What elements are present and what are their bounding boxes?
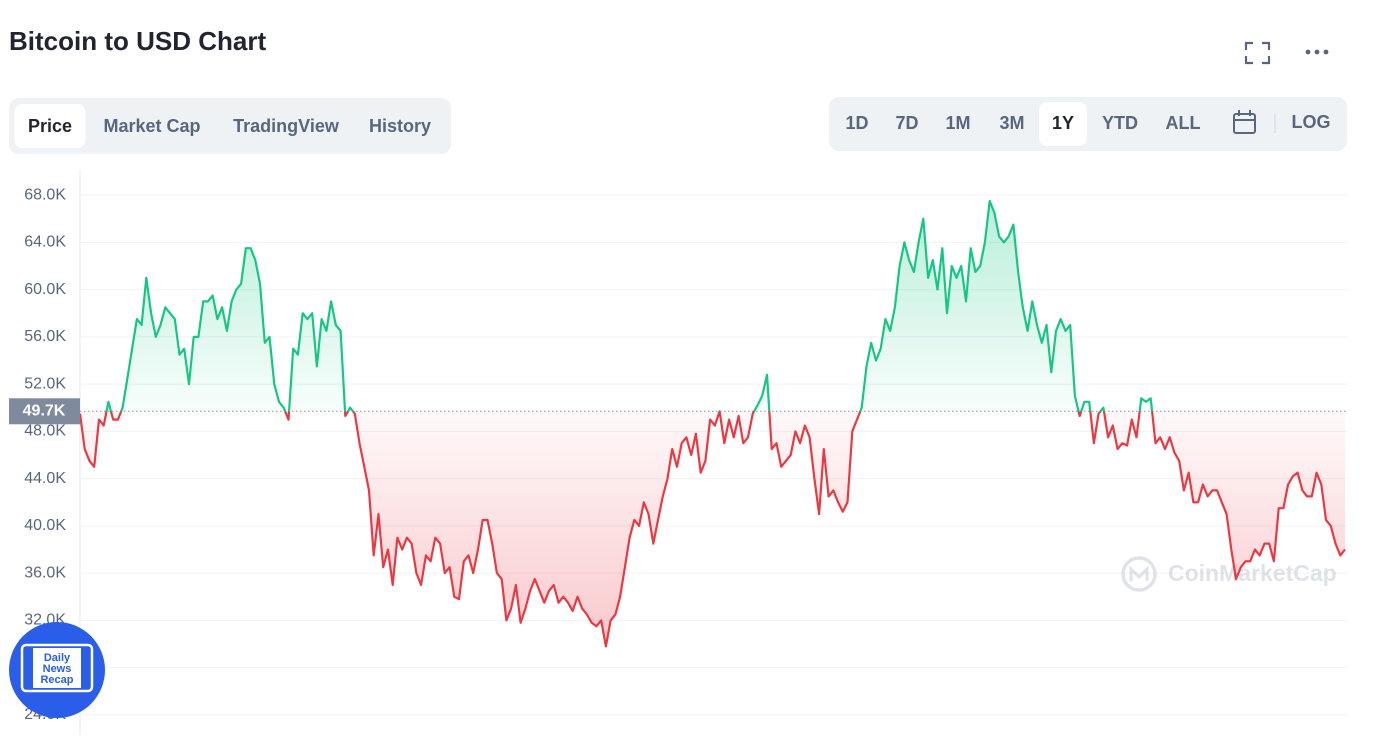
range-button[interactable]: 3M xyxy=(999,113,1024,133)
fullscreen-icon[interactable] xyxy=(1244,41,1271,65)
y-tick-label: 48.0K xyxy=(24,423,66,440)
tab-group xyxy=(9,98,451,154)
tab[interactable]: TradingView xyxy=(233,116,340,136)
y-tick-label: 52.0K xyxy=(24,375,66,392)
y-tick-label: 56.0K xyxy=(24,328,66,345)
y-tick-label: 64.0K xyxy=(24,234,66,251)
y-tick-label: 40.0K xyxy=(24,517,66,534)
tab[interactable]: History xyxy=(369,116,431,136)
y-tick-label: 60.0K xyxy=(24,281,66,298)
range-button[interactable]: 1D xyxy=(845,113,868,133)
more-icon[interactable] xyxy=(1305,49,1329,55)
calendar-icon[interactable] xyxy=(1233,110,1256,134)
price-line xyxy=(80,199,1346,648)
range-button[interactable]: 1Y xyxy=(1052,113,1074,133)
range-button[interactable]: 7D xyxy=(895,113,918,133)
y-tick-label: 68.0K xyxy=(24,186,66,203)
y-tick-label: 44.0K xyxy=(24,470,66,487)
tab-active-bg xyxy=(14,104,86,148)
range-button[interactable]: 1M xyxy=(945,113,970,133)
area-fill xyxy=(80,201,1345,647)
badge-text: Recap xyxy=(40,674,73,686)
badge-panel xyxy=(33,648,81,688)
badge-text: Daily xyxy=(44,652,71,664)
baseline-label: 49.7K xyxy=(23,403,66,420)
range-active-bg xyxy=(1039,102,1087,146)
tab[interactable]: Price xyxy=(28,116,72,136)
range-button[interactable]: YTD xyxy=(1102,113,1138,133)
range-button[interactable]: ALL xyxy=(1166,113,1201,133)
y-tick-label: 36.0K xyxy=(24,564,66,581)
tab[interactable]: Market Cap xyxy=(103,116,200,136)
log-button[interactable]: LOG xyxy=(1292,112,1331,132)
watermark-text: CoinMarketCap xyxy=(1168,560,1337,586)
title: Bitcoin to USD Chart xyxy=(9,26,266,56)
badge-text: News xyxy=(43,663,72,675)
watermark: CoinMarketCap xyxy=(1121,556,1337,592)
range-group xyxy=(829,97,1347,151)
badge-film xyxy=(20,643,94,693)
baseline-label-bg xyxy=(9,398,80,425)
